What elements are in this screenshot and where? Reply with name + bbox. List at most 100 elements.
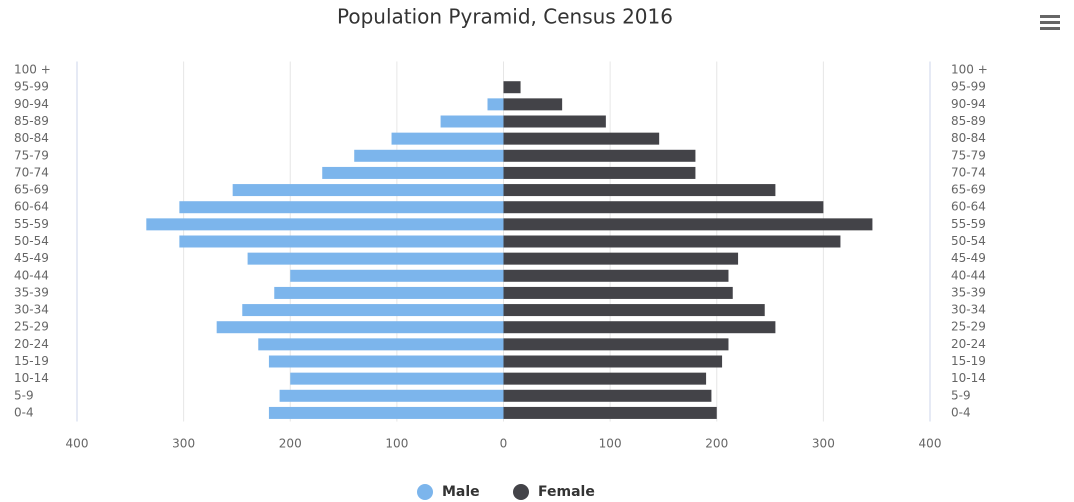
x-tick-label: 0 bbox=[500, 437, 508, 451]
bar bbox=[216, 321, 504, 334]
bar bbox=[503, 235, 841, 248]
y-tick-label: 5-9 bbox=[951, 388, 971, 402]
y-tick-label: 65-69 bbox=[14, 183, 49, 197]
bar bbox=[503, 132, 660, 145]
y-tick-label: 35-39 bbox=[951, 285, 986, 299]
y-tick-label: 90-94 bbox=[14, 97, 49, 111]
x-tick-label: 400 bbox=[919, 437, 942, 451]
y-tick-label: 90-94 bbox=[951, 97, 986, 111]
legend-symbol bbox=[417, 484, 433, 500]
y-tick-label: 15-19 bbox=[14, 354, 49, 368]
y-tick-label: 100 + bbox=[14, 63, 51, 77]
y-tick-label: 5-9 bbox=[14, 388, 34, 402]
menu-bar[interactable] bbox=[1040, 21, 1060, 24]
bar bbox=[247, 252, 504, 265]
bar bbox=[503, 184, 776, 197]
y-tick-label: 80-84 bbox=[951, 131, 986, 145]
y-tick-label: 75-79 bbox=[14, 148, 49, 162]
x-tick-label: 400 bbox=[66, 437, 89, 451]
y-tick-label: 80-84 bbox=[14, 131, 49, 145]
bar bbox=[503, 389, 712, 402]
chart-title: Population Pyramid, Census 2016 bbox=[337, 5, 673, 29]
bar bbox=[503, 166, 696, 179]
bar bbox=[322, 166, 504, 179]
y-tick-label: 30-34 bbox=[951, 303, 986, 317]
bar bbox=[503, 355, 723, 368]
y-tick-label: 95-99 bbox=[951, 80, 986, 94]
y-tick-label: 60-64 bbox=[951, 200, 986, 214]
y-tick-label: 75-79 bbox=[951, 148, 986, 162]
bar bbox=[290, 269, 504, 282]
bar bbox=[503, 338, 729, 351]
x-tick-label: 200 bbox=[279, 437, 302, 451]
bar bbox=[503, 81, 521, 94]
y-tick-label: 50-54 bbox=[14, 234, 49, 248]
menu-button[interactable] bbox=[1040, 15, 1060, 30]
y-tick-label: 45-49 bbox=[14, 251, 49, 265]
y-tick-label: 15-19 bbox=[951, 354, 986, 368]
y-tick-label: 25-29 bbox=[14, 320, 49, 334]
legend-symbol bbox=[513, 484, 529, 500]
bar bbox=[503, 252, 739, 265]
y-tick-label: 40-44 bbox=[951, 268, 986, 282]
y-tick-label: 30-34 bbox=[14, 303, 49, 317]
y-tick-label: 70-74 bbox=[14, 165, 49, 179]
legend-label: Male bbox=[442, 484, 480, 500]
y-tick-label: 60-64 bbox=[14, 200, 49, 214]
x-tick-label: 300 bbox=[172, 437, 195, 451]
y-tick-label: 95-99 bbox=[14, 80, 49, 94]
y-tick-label: 55-59 bbox=[951, 217, 986, 231]
bar bbox=[503, 98, 563, 111]
bar bbox=[487, 98, 504, 111]
y-tick-label: 55-59 bbox=[14, 217, 49, 231]
y-tick-label: 10-14 bbox=[14, 371, 49, 385]
bar bbox=[391, 132, 504, 145]
bar bbox=[440, 115, 504, 128]
bar bbox=[503, 218, 873, 231]
bar bbox=[290, 372, 504, 385]
y-tick-label: 10-14 bbox=[951, 371, 986, 385]
bar bbox=[503, 286, 733, 299]
menu-bar[interactable] bbox=[1040, 15, 1060, 18]
y-tick-label: 85-89 bbox=[951, 114, 986, 128]
bar bbox=[503, 372, 707, 385]
x-tick-label: 100 bbox=[599, 437, 622, 451]
y-tick-label: 20-24 bbox=[14, 337, 49, 351]
menu-bar[interactable] bbox=[1040, 27, 1060, 30]
y-tick-label: 40-44 bbox=[14, 268, 49, 282]
bar bbox=[179, 235, 504, 248]
y-tick-label: 65-69 bbox=[951, 183, 986, 197]
bar bbox=[503, 304, 765, 317]
bar bbox=[503, 406, 717, 419]
bar bbox=[503, 269, 729, 282]
bar bbox=[268, 406, 504, 419]
x-tick-label: 300 bbox=[812, 437, 835, 451]
bar bbox=[232, 184, 504, 197]
bar bbox=[503, 321, 776, 334]
bar bbox=[354, 149, 504, 162]
y-tick-label: 70-74 bbox=[951, 165, 986, 179]
y-tick-label: 0-4 bbox=[951, 405, 971, 419]
y-tick-label: 100 + bbox=[951, 63, 988, 77]
x-tick-label: 200 bbox=[705, 437, 728, 451]
bar bbox=[503, 201, 824, 214]
bar bbox=[242, 304, 504, 317]
bar bbox=[279, 389, 504, 402]
y-tick-label: 0-4 bbox=[14, 405, 34, 419]
bar bbox=[503, 149, 696, 162]
bar bbox=[274, 286, 504, 299]
legend-label: Female bbox=[538, 484, 595, 500]
bar bbox=[146, 218, 504, 231]
y-tick-label: 45-49 bbox=[951, 251, 986, 265]
y-tick-label: 50-54 bbox=[951, 234, 986, 248]
bar bbox=[258, 338, 504, 351]
bar bbox=[503, 115, 606, 128]
bar bbox=[268, 355, 504, 368]
x-tick-label: 100 bbox=[385, 437, 408, 451]
y-tick-label: 25-29 bbox=[951, 320, 986, 334]
y-tick-label: 85-89 bbox=[14, 114, 49, 128]
y-tick-label: 35-39 bbox=[14, 285, 49, 299]
y-tick-label: 20-24 bbox=[951, 337, 986, 351]
bar bbox=[179, 201, 504, 214]
